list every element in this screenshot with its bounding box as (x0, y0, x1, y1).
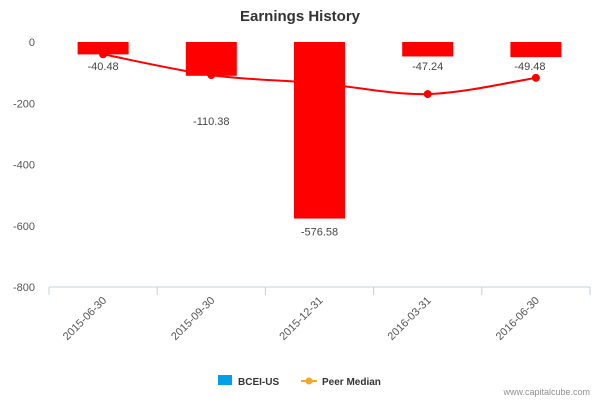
bar[interactable] (510, 42, 562, 58)
legend-label-peer-median: Peer Median (322, 377, 381, 388)
data-label: -47.24 (412, 61, 443, 73)
x-tick-label: 2016-03-31 (386, 295, 434, 343)
x-tick-label: 2015-09-30 (169, 295, 217, 343)
peer-median-point[interactable] (315, 79, 324, 88)
peer-median-point[interactable] (423, 90, 432, 99)
data-label: -49.48 (514, 61, 545, 73)
data-label: -40.48 (87, 61, 118, 73)
legend-item-bcei[interactable]: BCEI-US (218, 375, 279, 388)
legend-swatch-bcei (218, 375, 232, 385)
credit-text: www.capitalcube.com (502, 387, 590, 397)
legend-item-peer-median[interactable]: Peer Median (301, 377, 381, 388)
bar[interactable] (77, 42, 129, 55)
chart-title: Earnings History (240, 8, 361, 25)
bar[interactable] (402, 42, 454, 57)
legend[interactable]: BCEI-US Peer Median (218, 375, 381, 388)
data-label: -576.58 (301, 227, 338, 239)
legend-swatch-peer-marker (305, 377, 313, 385)
x-tick-label: 2015-06-30 (61, 295, 109, 343)
y-tick-label: -200 (13, 98, 35, 110)
y-tick-label: -800 (13, 282, 35, 294)
y-tick-label: 0 (29, 37, 35, 49)
peer-median-point[interactable] (99, 50, 108, 59)
peer-median-point[interactable] (207, 71, 216, 80)
x-tick-label: 2015-12-31 (277, 295, 325, 343)
bar-series (77, 42, 562, 219)
y-tick-label: -400 (13, 160, 35, 172)
data-labels: -40.48 -110.38 -576.58 -47.24 -49.48 (87, 61, 545, 239)
bar[interactable] (185, 42, 237, 76)
x-axis: 2015-06-30 2015-09-30 2015-12-31 2016-03-31… (48, 286, 591, 343)
legend-label-bcei: BCEI-US (238, 377, 279, 388)
y-tick-label: -600 (13, 221, 35, 233)
peer-median-series (99, 50, 540, 99)
y-axis: 0 -200 -400 -600 -800 (13, 37, 35, 294)
data-label: -110.38 (193, 116, 230, 128)
peer-median-point[interactable] (531, 73, 540, 82)
bar[interactable] (294, 42, 345, 219)
x-tick-label: 2016-06-30 (494, 295, 542, 343)
